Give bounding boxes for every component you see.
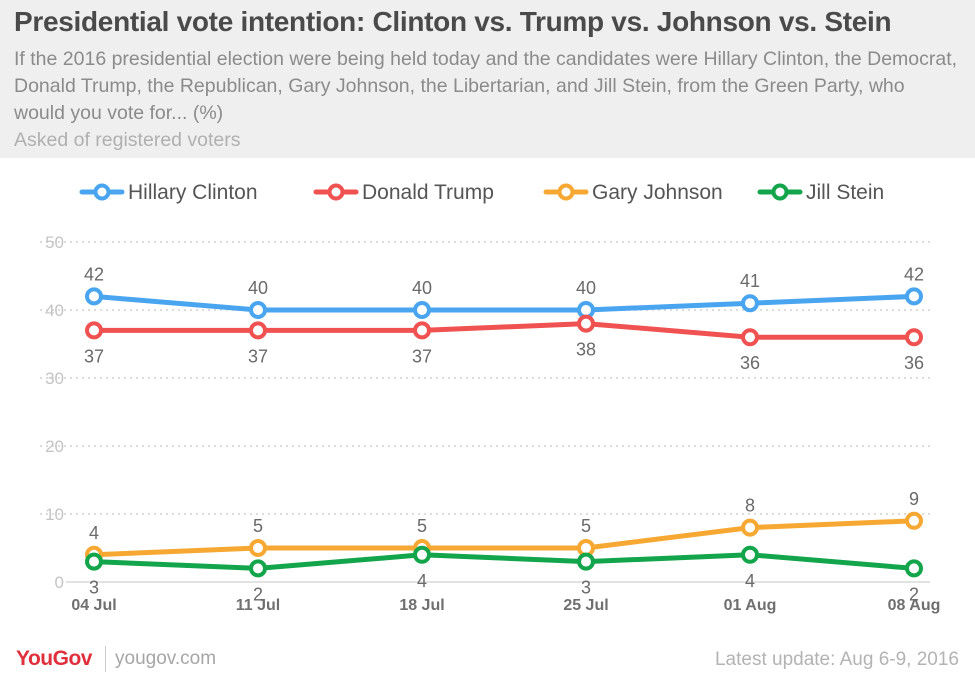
series-line <box>91 552 917 571</box>
legend-label: Jill Stein <box>806 181 884 204</box>
data-label: 40 <box>576 278 596 298</box>
data-point <box>249 301 267 319</box>
data-label: 5 <box>253 516 263 536</box>
series-gary-johnson: 4 5 5 5 8 9 <box>85 489 923 564</box>
chart-note: Asked of registered voters <box>14 129 241 151</box>
chart-title: Presidential vote intention: Clinton vs.… <box>14 6 892 37</box>
yougov-logo: YouGov <box>16 647 92 670</box>
legend-label: Hillary Clinton <box>128 181 258 204</box>
y-tick-label: 50 <box>45 233 64 252</box>
data-label: 4 <box>89 523 99 543</box>
data-label: 36 <box>904 353 924 373</box>
x-tick-label: 08 Aug <box>888 597 941 614</box>
data-label: 37 <box>248 346 268 366</box>
y-tick-label: 10 <box>45 505 64 524</box>
series-jill-stein: 3 2 4 3 4 2 <box>85 545 923 604</box>
chart-grid <box>40 241 930 515</box>
legend-item: Hillary Clinton <box>79 181 258 204</box>
chart-header: Presidential vote intention: Clinton vs.… <box>0 0 975 158</box>
data-point <box>741 545 759 564</box>
legend-marker <box>557 183 575 201</box>
x-tick-label: 04 Jul <box>71 597 116 614</box>
data-label: 38 <box>576 340 596 360</box>
series-line <box>91 321 917 340</box>
data-point <box>741 518 759 537</box>
data-label: 3 <box>581 578 591 598</box>
data-point <box>741 294 759 313</box>
y-tick-label: 0 <box>55 573 64 592</box>
data-point <box>85 552 103 571</box>
data-point <box>905 287 923 306</box>
data-label: 42 <box>84 264 104 284</box>
data-point <box>249 321 267 340</box>
data-label: 5 <box>581 516 591 536</box>
data-point <box>413 545 431 564</box>
data-label: 41 <box>740 271 760 291</box>
series-hillary-clinton: 42 40 40 40 41 42 <box>84 264 924 319</box>
data-label: 4 <box>745 571 755 591</box>
data-label: 37 <box>412 346 432 366</box>
data-point <box>85 287 103 306</box>
chart-legend: Hillary Clinton Donald Trump Gary Johnson J… <box>79 181 884 204</box>
legend-item: Gary Johnson <box>543 181 723 204</box>
data-label: 42 <box>904 264 924 284</box>
series-line <box>91 293 917 313</box>
data-label: 5 <box>417 516 427 536</box>
data-label: 8 <box>745 496 755 516</box>
data-point <box>905 559 923 578</box>
y-tick-label: 30 <box>45 369 64 388</box>
x-tick-label: 25 Jul <box>563 597 608 614</box>
data-point <box>905 328 923 347</box>
data-label: 36 <box>740 353 760 373</box>
data-label: 40 <box>248 278 268 298</box>
data-point <box>577 552 595 571</box>
data-point <box>413 301 431 319</box>
data-label: 2 <box>909 584 919 604</box>
y-tick-label: 20 <box>45 437 64 456</box>
data-point <box>249 559 267 578</box>
footer-divider <box>105 646 106 672</box>
data-label: 37 <box>84 346 104 366</box>
legend-marker <box>93 183 111 201</box>
latest-update: Latest update: Aug 6-9, 2016 <box>714 649 959 670</box>
x-tick-label: 18 Jul <box>399 597 444 614</box>
data-point <box>741 328 759 347</box>
legend-label: Donald Trump <box>362 181 494 204</box>
y-axis: 0 10 20 30 40 50 <box>45 233 64 592</box>
data-point <box>85 321 103 340</box>
footer-url[interactable]: yougov.com <box>115 648 217 669</box>
data-label: 40 <box>412 278 432 298</box>
data-point <box>577 314 595 333</box>
data-label: 9 <box>909 489 919 509</box>
x-axis: 04 Jul 11 Jul 18 Jul 25 Jul 01 Aug 08 Aug <box>66 581 941 614</box>
data-point <box>249 539 267 557</box>
x-tick-label: 11 Jul <box>236 597 280 614</box>
data-label: 4 <box>417 571 427 591</box>
x-tick-label: 01 Aug <box>724 597 777 614</box>
data-label: 3 <box>89 578 99 598</box>
chart-subtitle: If the 2016 presidential election were b… <box>14 48 958 124</box>
legend-item: Jill Stein <box>757 181 884 204</box>
data-point <box>905 511 923 530</box>
data-point <box>413 321 431 340</box>
legend-marker <box>771 183 789 201</box>
legend-item: Donald Trump <box>313 181 494 204</box>
data-label: 2 <box>253 584 263 604</box>
series-line <box>91 518 917 558</box>
legend-label: Gary Johnson <box>592 181 723 204</box>
y-tick-label: 40 <box>45 301 64 320</box>
line-chart: Hillary Clinton Donald Trump Gary Johnson J… <box>40 181 941 614</box>
legend-marker <box>327 183 345 201</box>
series-donald-trump: 37 37 37 38 36 36 <box>84 314 924 373</box>
